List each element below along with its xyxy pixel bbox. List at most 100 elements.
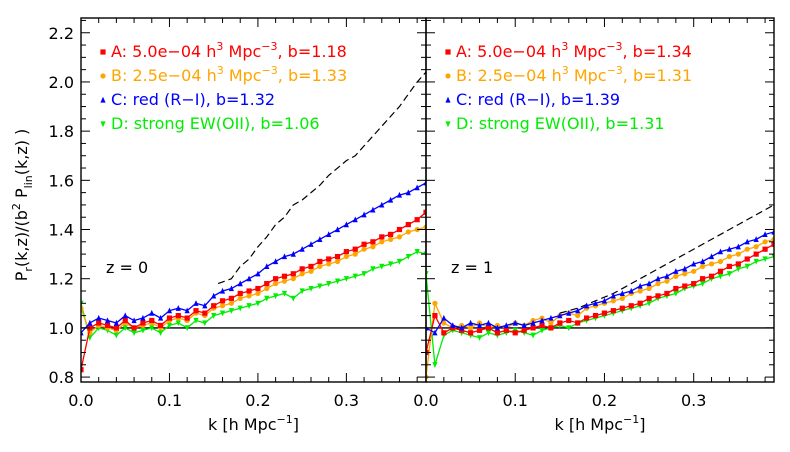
data-point	[281, 290, 288, 297]
data-point	[149, 317, 155, 324]
data-point	[637, 300, 643, 306]
data-point	[584, 302, 590, 309]
dashed-reference-curve	[217, 71, 426, 285]
data-point	[753, 244, 759, 250]
x-tick-label: 0.0	[413, 391, 438, 410]
data-point	[299, 245, 305, 252]
data-point	[264, 281, 270, 287]
legend-marker	[100, 121, 106, 128]
data-point	[149, 309, 155, 316]
data-point	[273, 276, 279, 282]
data-point	[441, 314, 447, 321]
data-point	[735, 251, 741, 257]
data-point	[762, 256, 768, 263]
data-point	[726, 263, 732, 270]
data-point	[255, 290, 261, 297]
data-point	[700, 276, 706, 282]
data-point	[193, 308, 199, 314]
data-point	[317, 283, 323, 290]
data-point	[255, 300, 261, 307]
data-point	[343, 221, 349, 228]
data-point	[352, 273, 358, 280]
data-point	[388, 231, 394, 238]
data-point	[379, 263, 385, 270]
data-point	[735, 243, 741, 250]
y-tick-label: 1.8	[49, 122, 74, 141]
data-point	[237, 290, 243, 297]
data-point	[219, 298, 226, 304]
data-point	[290, 295, 296, 302]
data-point	[184, 307, 190, 314]
data-point	[637, 288, 643, 294]
data-point	[619, 295, 625, 301]
data-point	[530, 325, 536, 331]
data-point	[219, 287, 226, 294]
data-point	[237, 280, 243, 287]
x-tick-label: 0.3	[681, 391, 706, 410]
data-point	[691, 260, 697, 267]
x-tick-label: 0.2	[245, 391, 270, 410]
series-line	[81, 211, 426, 370]
data-point	[299, 271, 305, 277]
legend-marker	[100, 49, 106, 55]
legend: A: 5.0e−04 h3 Mpc−3, b=1.18 B: 2.5e−04 h3…	[100, 40, 347, 133]
data-point	[273, 293, 279, 300]
data-point	[494, 330, 500, 336]
data-point	[273, 258, 279, 265]
data-point	[717, 258, 724, 265]
x-axis-title: k [h Mpc−1]	[554, 413, 645, 434]
data-point	[432, 300, 438, 306]
data-point	[655, 281, 661, 287]
data-point	[646, 285, 652, 292]
data-point	[414, 249, 420, 255]
data-point	[601, 310, 608, 316]
legend-marker	[100, 96, 106, 103]
data-point	[140, 314, 146, 321]
data-point	[637, 282, 643, 289]
data-point	[468, 319, 474, 326]
data-point	[237, 305, 243, 312]
series-line	[81, 250, 426, 340]
data-point	[228, 308, 234, 314]
data-point	[193, 300, 199, 306]
data-point	[655, 293, 661, 299]
data-point	[175, 312, 181, 319]
data-point	[388, 196, 394, 203]
series-line	[426, 238, 774, 378]
data-point	[646, 300, 652, 307]
data-point	[370, 206, 376, 213]
legend-label: A: 5.0e−04 h3 Mpc−3, b=1.18	[111, 40, 347, 61]
legend-label: C: red (R−I), b=1.32	[111, 90, 275, 109]
data-point	[700, 258, 706, 265]
data-point	[122, 312, 128, 319]
data-point	[334, 253, 341, 260]
data-point	[476, 327, 483, 333]
data-point	[735, 266, 741, 273]
data-point	[432, 329, 438, 336]
data-point	[104, 322, 111, 329]
data-point	[405, 229, 411, 235]
data-point	[646, 295, 652, 301]
legend-label: B: 2.5e−04 h3 Mpc−3, b=1.33	[111, 64, 347, 85]
legend-label: A: 5.0e−04 h3 Mpc−3, b=1.34	[456, 40, 692, 61]
data-point	[405, 221, 411, 228]
data-point	[175, 305, 181, 311]
data-point	[503, 327, 509, 333]
data-point	[700, 281, 706, 287]
data-point	[299, 288, 305, 295]
data-point	[131, 330, 137, 337]
data-point	[140, 320, 146, 326]
data-point	[202, 310, 208, 316]
data-point	[343, 249, 349, 255]
data-point	[290, 276, 296, 282]
data-point	[361, 241, 367, 247]
data-point	[361, 246, 367, 252]
data-point	[682, 283, 688, 289]
x-tick-label: 0.0	[68, 391, 93, 410]
data-point	[343, 253, 349, 260]
data-point	[361, 271, 367, 277]
data-point	[96, 320, 102, 326]
y-tick-label: 2.2	[49, 24, 74, 43]
data-point	[379, 239, 385, 245]
data-point	[726, 253, 732, 260]
